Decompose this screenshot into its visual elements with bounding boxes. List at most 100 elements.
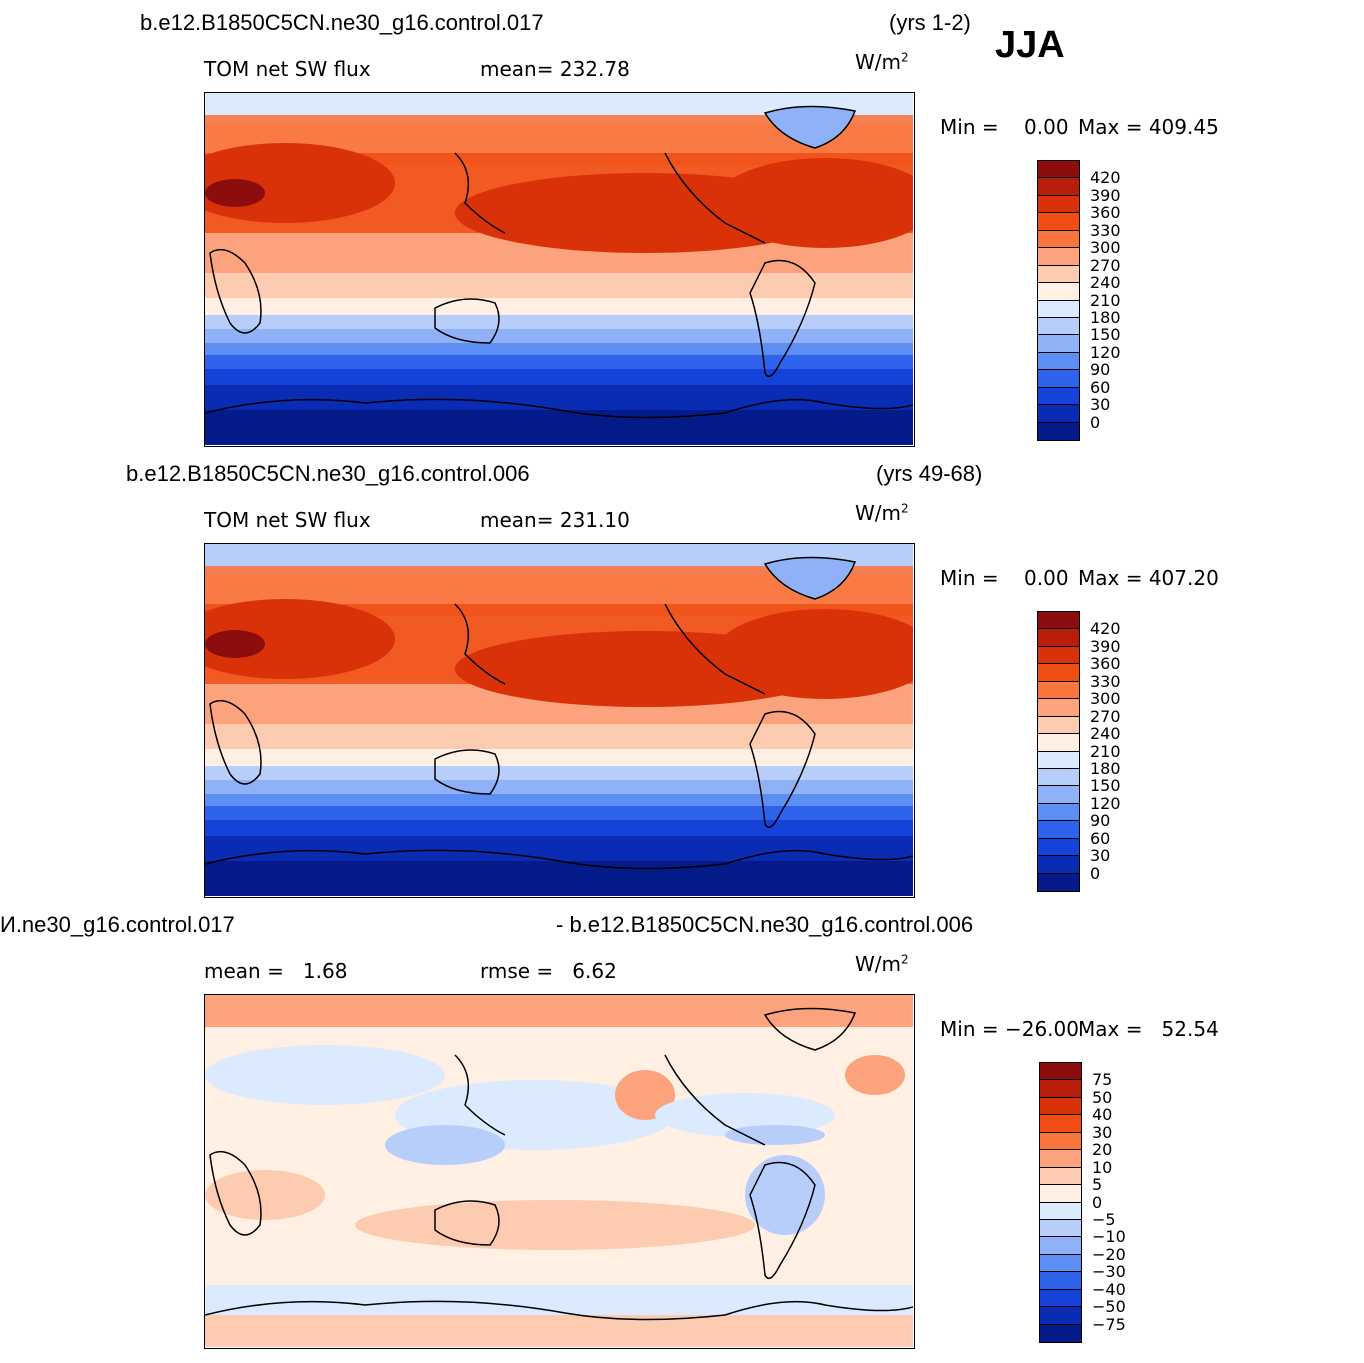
colorbar-tick-label: −50 <box>1092 1297 1126 1317</box>
panel3-field <box>205 995 913 1347</box>
panel1-mean: mean= 232.78 <box>480 57 630 81</box>
colorbar-swatch <box>1040 1080 1081 1098</box>
colorbar-swatch <box>1040 1167 1081 1186</box>
colorbar-swatch <box>1038 646 1079 665</box>
panel1-field <box>205 93 913 445</box>
panel3-max: Max = 52.54 <box>1078 1017 1219 1041</box>
colorbar-swatch <box>1038 751 1079 769</box>
colorbar-swatch <box>1038 803 1079 822</box>
colorbar-tick-label: 300 <box>1090 238 1121 258</box>
colorbar-tick-label: −40 <box>1092 1279 1126 1299</box>
colorbar-tick-label: 50 <box>1092 1087 1113 1107</box>
colorbar-tick-label: 330 <box>1090 220 1121 240</box>
colorbar-tick-label: 120 <box>1090 793 1121 813</box>
colorbar-swatch <box>1038 161 1079 179</box>
colorbar-swatch <box>1038 699 1079 717</box>
season-label: JJA <box>995 24 1065 66</box>
colorbar-tick-label: −10 <box>1092 1227 1126 1247</box>
colorbar-tick-label: 30 <box>1090 395 1111 415</box>
panel3-colorbar <box>1039 1062 1082 1343</box>
panel3-units: W/m2 <box>855 952 909 976</box>
panel3-case-a: И.ne30_g16.control.017 <box>0 912 235 937</box>
colorbar-swatch <box>1038 716 1079 735</box>
colorbar-tick-label: 20 <box>1092 1140 1113 1160</box>
colorbar-swatch <box>1038 873 1079 891</box>
colorbar-swatch <box>1038 317 1079 336</box>
colorbar-swatch <box>1038 387 1079 406</box>
colorbar-swatch <box>1038 838 1079 857</box>
colorbar-tick-label: 270 <box>1090 255 1121 275</box>
colorbar-swatch <box>1038 734 1079 752</box>
panel2-field <box>205 544 913 896</box>
colorbar-tick-label: 330 <box>1090 671 1121 691</box>
panel2-variable: TOM net SW flux <box>204 508 371 532</box>
colorbar-tick-label: 30 <box>1092 1122 1113 1142</box>
colorbar-tick-label: 90 <box>1090 360 1111 380</box>
panel1-max: Max = 409.45 <box>1078 115 1219 139</box>
colorbar-tick-label: 120 <box>1090 342 1121 362</box>
colorbar-tick-label: 420 <box>1090 168 1121 188</box>
colorbar-swatch <box>1038 422 1079 440</box>
colorbar-tick-label: 240 <box>1090 273 1121 293</box>
colorbar-swatch <box>1040 1132 1081 1151</box>
colorbar-swatch <box>1040 1254 1081 1273</box>
colorbar-tick-label: 210 <box>1090 290 1121 310</box>
colorbar-tick-label: 0 <box>1090 412 1101 432</box>
colorbar-tick-label: 390 <box>1090 636 1121 656</box>
colorbar-tick-label: 60 <box>1090 377 1111 397</box>
colorbar-swatch <box>1038 230 1079 249</box>
colorbar-tick-label: 210 <box>1090 741 1121 761</box>
colorbar-tick-label: 150 <box>1090 776 1121 796</box>
colorbar-swatch <box>1038 681 1079 700</box>
colorbar-swatch <box>1038 335 1079 353</box>
colorbar-tick-label: 40 <box>1092 1105 1113 1125</box>
colorbar-tick-label: 60 <box>1090 828 1111 848</box>
colorbar-tick-label: −75 <box>1092 1314 1126 1334</box>
colorbar-tick-label: 0 <box>1090 863 1101 883</box>
colorbar-swatch <box>1040 1202 1081 1220</box>
colorbar-swatch <box>1038 370 1079 388</box>
colorbar-swatch <box>1038 664 1079 682</box>
colorbar-tick-label: 270 <box>1090 706 1121 726</box>
panel2-max: Max = 407.20 <box>1078 566 1219 590</box>
panel2-mean: mean= 231.10 <box>480 508 630 532</box>
panel3-mean: mean = 1.68 <box>204 959 348 983</box>
colorbar-tick-label: 0 <box>1092 1192 1103 1212</box>
colorbar-swatch <box>1038 821 1079 839</box>
colorbar-swatch <box>1040 1237 1081 1255</box>
colorbar-tick-label: 390 <box>1090 185 1121 205</box>
colorbar-tick-label: 90 <box>1090 811 1111 831</box>
colorbar-tick-label: 75 <box>1092 1070 1113 1090</box>
colorbar-swatch <box>1038 300 1079 318</box>
panel1-units: W/m2 <box>855 50 909 74</box>
colorbar-tick-label: 5 <box>1092 1175 1103 1195</box>
colorbar-tick-label: 180 <box>1090 758 1121 778</box>
colorbar-tick-label: −30 <box>1092 1262 1126 1282</box>
colorbar-swatch <box>1040 1307 1081 1325</box>
panel1-min: Min = 0.00 <box>940 115 1069 139</box>
colorbar-swatch <box>1038 768 1079 787</box>
panel3-map <box>204 994 915 1349</box>
colorbar-swatch <box>1040 1063 1081 1081</box>
colorbar-tick-label: 240 <box>1090 724 1121 744</box>
colorbar-swatch <box>1038 178 1079 196</box>
panel1-case-title: b.e12.B1850C5CN.ne30_g16.control.017 <box>140 10 544 35</box>
colorbar-tick-label: 30 <box>1090 846 1111 866</box>
colorbar-tick-label: 360 <box>1090 654 1121 674</box>
colorbar-swatch <box>1038 612 1079 630</box>
panel1-variable: TOM net SW flux <box>204 57 371 81</box>
colorbar-swatch <box>1038 283 1079 301</box>
colorbar-swatch <box>1040 1272 1081 1290</box>
colorbar-swatch <box>1040 1115 1081 1133</box>
panel2-units: W/m2 <box>855 501 909 525</box>
colorbar-swatch <box>1038 213 1079 231</box>
colorbar-swatch <box>1040 1324 1081 1342</box>
colorbar-tick-label: 420 <box>1090 619 1121 639</box>
panel1-map <box>204 92 915 447</box>
colorbar-swatch <box>1040 1289 1081 1308</box>
colorbar-swatch <box>1038 405 1079 423</box>
colorbar-swatch <box>1038 195 1079 214</box>
colorbar-swatch <box>1038 352 1079 371</box>
panel2-map <box>204 543 915 898</box>
colorbar-swatch <box>1040 1185 1081 1203</box>
